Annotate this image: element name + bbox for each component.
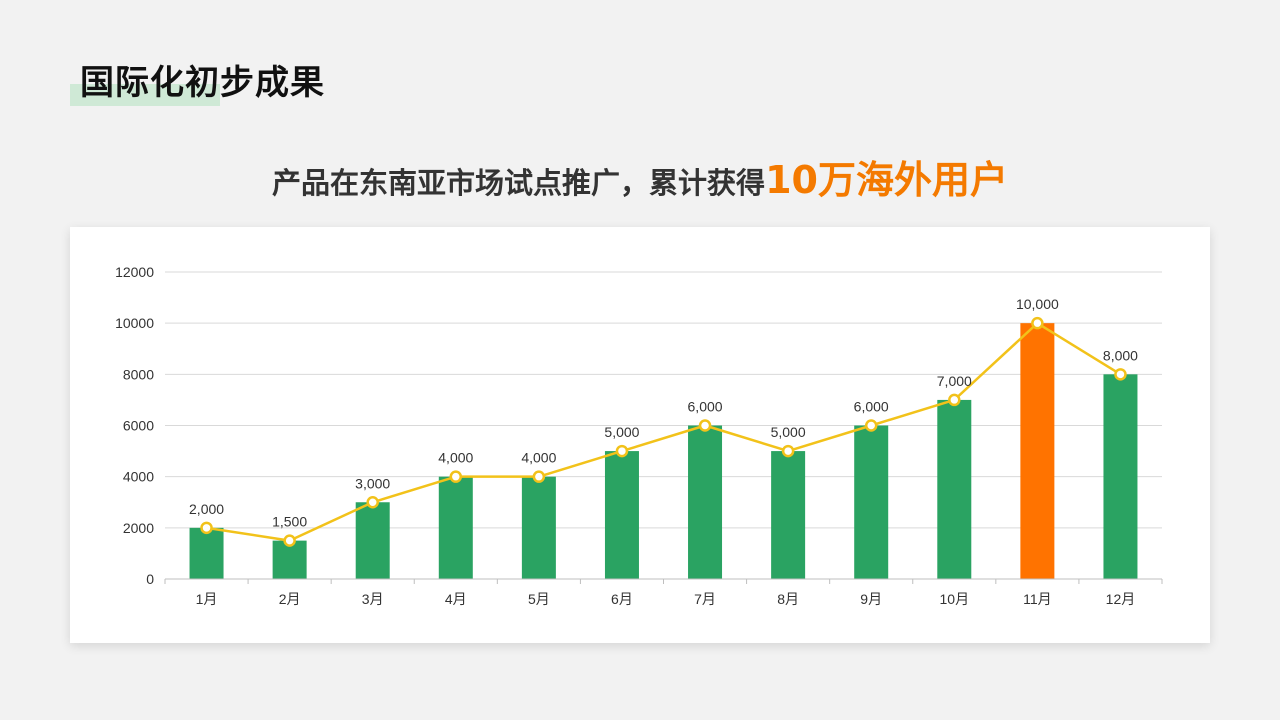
line-point [781, 444, 795, 458]
y-tick-label: 6000 [123, 418, 154, 434]
data-label: 8,000 [1103, 347, 1138, 363]
line-point [532, 470, 546, 483]
x-tick-label: 6月 [611, 591, 633, 607]
y-tick-label: 0 [146, 571, 154, 587]
bar [189, 527, 224, 579]
x-tick-label: 12月 [1106, 591, 1136, 607]
bar-highlight [1020, 323, 1055, 579]
data-label: 2,000 [189, 501, 224, 517]
line-series [206, 321, 1122, 542]
data-label: 10,000 [1016, 296, 1059, 312]
bar [937, 399, 972, 579]
line-point [449, 470, 463, 483]
x-tick-label: 7月 [694, 591, 716, 607]
title-accent-bar [70, 84, 220, 106]
chart-card: 0 2000 4000 6000 8000 10000 12000 1月 2月 3月 4月 5月 6月 7… [70, 227, 1210, 643]
y-tick-label: 10000 [115, 315, 154, 331]
bar [355, 502, 390, 579]
bar [438, 476, 473, 579]
subtitle-highlight: 10万海外用户 [765, 158, 1008, 202]
line-point [698, 419, 712, 432]
y-tick-label: 8000 [123, 366, 154, 382]
data-label: 6,000 [854, 399, 889, 415]
data-label: 6,000 [688, 399, 723, 415]
x-tick-label: 3月 [362, 591, 384, 607]
line-point [615, 444, 629, 458]
page-title: 国际化初步成果 [80, 63, 325, 103]
data-label: 3,000 [355, 475, 390, 491]
line-point [1031, 316, 1044, 330]
x-tick-label: 4月 [445, 591, 467, 607]
bar [604, 451, 639, 579]
x-tick-label: 9月 [860, 591, 882, 607]
label-layer: 2,000 1,500 3,000 4,000 4,000 5,000 6,000 5,000… [189, 296, 1138, 529]
x-tick-label: 8月 [777, 591, 799, 607]
bar [771, 451, 806, 579]
x-tick-label: 2月 [279, 591, 301, 607]
data-label: 7,000 [937, 373, 972, 389]
data-label: 5,000 [771, 424, 806, 440]
y-tick-label: 12000 [115, 264, 154, 280]
line-point [366, 496, 379, 509]
grid-layer [165, 271, 1162, 529]
x-tick-label: 10月 [940, 591, 970, 607]
y-tick-label: 4000 [123, 469, 154, 485]
y-tick-label: 2000 [123, 520, 154, 536]
bar [272, 540, 307, 579]
combo-chart: 0 2000 4000 6000 8000 10000 12000 1月 2月 3月 4月 5月 6月 7… [115, 264, 1163, 607]
bar-layer [189, 323, 1138, 579]
x-tick-label: 5月 [528, 591, 550, 607]
data-label: 5,000 [604, 424, 639, 440]
data-label: 1,500 [272, 514, 307, 530]
line-point [864, 419, 878, 432]
bar [688, 425, 723, 579]
bar [854, 425, 889, 579]
subtitle-main: 产品在东南亚市场试点推广，累计获得 [272, 166, 766, 200]
bar [1103, 374, 1138, 579]
line-point [1114, 368, 1127, 381]
line-point [283, 534, 296, 547]
line-layer [200, 316, 1127, 547]
data-label: 4,000 [438, 450, 473, 466]
bar [521, 476, 556, 579]
line-point [948, 393, 961, 407]
x-tick-label: 11月 [1023, 591, 1052, 607]
subtitle: 产品在东南亚市场试点推广，累计获得10万海外用户 [0, 150, 1280, 218]
data-label: 4,000 [521, 450, 556, 466]
axis-layer: 0 2000 4000 6000 8000 10000 12000 1月 2月 3月 4月 5月 6月 7… [115, 264, 1163, 607]
x-tick-label: 1月 [196, 591, 218, 607]
line-point [200, 521, 213, 535]
